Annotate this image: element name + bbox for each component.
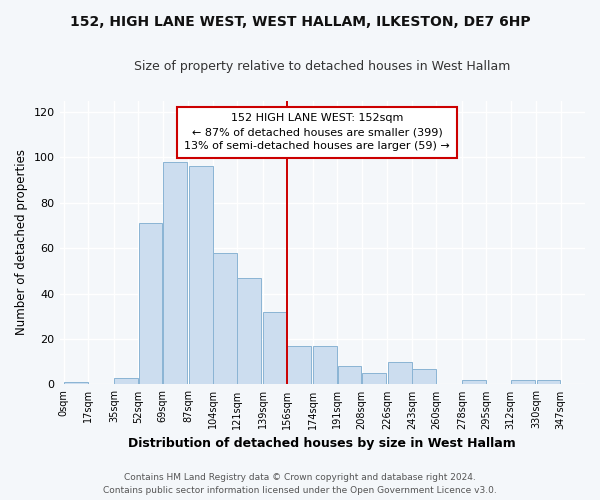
- Bar: [188, 166, 212, 384]
- Bar: [536, 380, 560, 384]
- Bar: [163, 162, 187, 384]
- Text: Contains HM Land Registry data © Crown copyright and database right 2024.
Contai: Contains HM Land Registry data © Crown c…: [103, 474, 497, 495]
- Text: 152, HIGH LANE WEST, WEST HALLAM, ILKESTON, DE7 6HP: 152, HIGH LANE WEST, WEST HALLAM, ILKEST…: [70, 15, 530, 29]
- Bar: [412, 368, 436, 384]
- Title: Size of property relative to detached houses in West Hallam: Size of property relative to detached ho…: [134, 60, 511, 73]
- Bar: [287, 346, 311, 385]
- Text: 152 HIGH LANE WEST: 152sqm
← 87% of detached houses are smaller (399)
13% of sem: 152 HIGH LANE WEST: 152sqm ← 87% of deta…: [184, 114, 450, 152]
- Bar: [237, 278, 261, 384]
- X-axis label: Distribution of detached houses by size in West Hallam: Distribution of detached houses by size …: [128, 437, 516, 450]
- Bar: [263, 312, 287, 384]
- Bar: [338, 366, 361, 384]
- Bar: [462, 380, 486, 384]
- Bar: [114, 378, 138, 384]
- Bar: [64, 382, 88, 384]
- Bar: [313, 346, 337, 385]
- Bar: [362, 373, 386, 384]
- Y-axis label: Number of detached properties: Number of detached properties: [15, 150, 28, 336]
- Bar: [388, 362, 412, 384]
- Bar: [213, 252, 237, 384]
- Bar: [139, 223, 163, 384]
- Bar: [511, 380, 535, 384]
